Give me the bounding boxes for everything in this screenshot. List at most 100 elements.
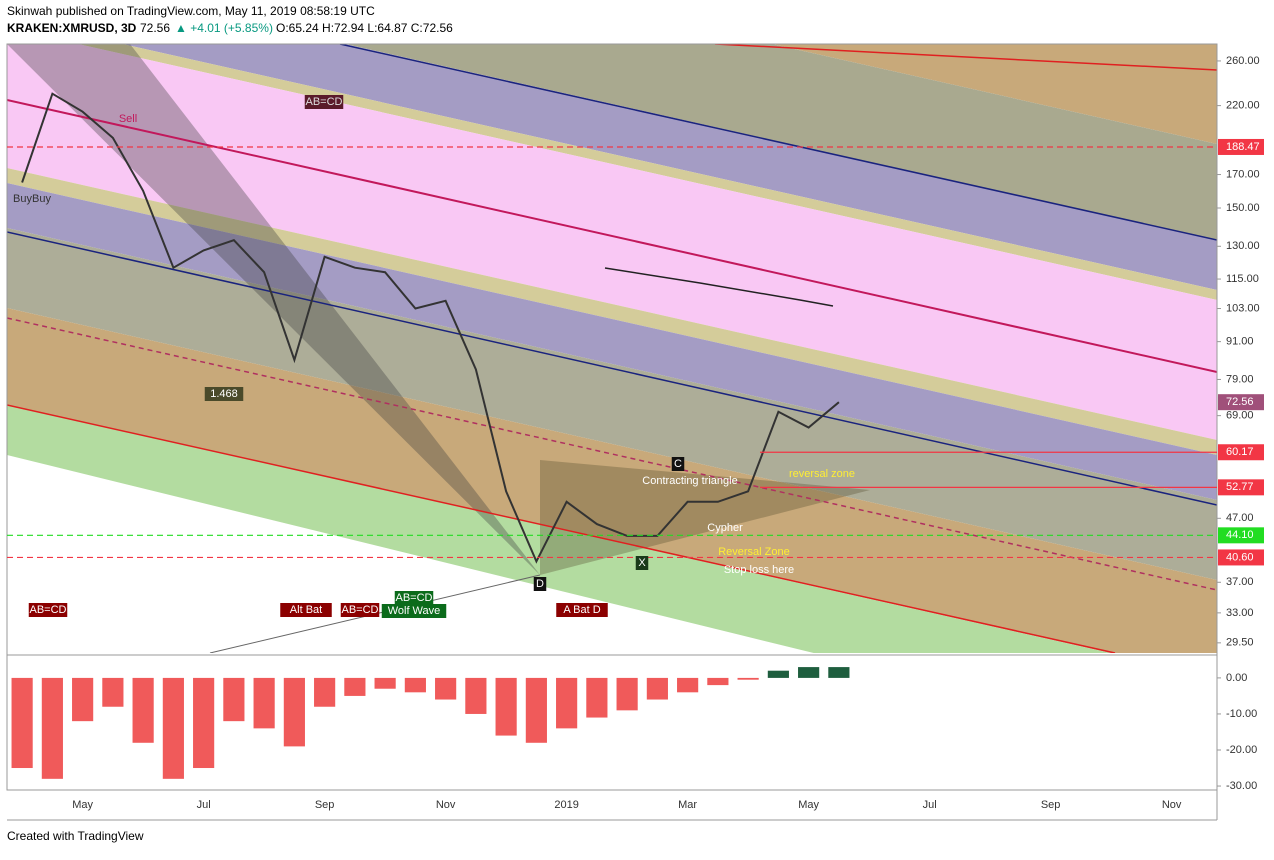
level-tag — [1218, 479, 1264, 496]
band — [7, 183, 1217, 500]
level-tag — [1218, 138, 1264, 155]
annotation: D — [536, 578, 544, 590]
annotation: BuyBuy — [13, 193, 51, 205]
price-line — [21, 92, 840, 564]
annotation: AB=CD — [30, 604, 67, 616]
triangle — [7, 44, 540, 575]
footer: Created with TradingView — [7, 829, 144, 843]
histogram-bar — [586, 677, 608, 718]
histogram-bar — [162, 677, 184, 779]
y-tick-label: 37.00 — [1226, 576, 1254, 588]
y-tick-label: 150.00 — [1226, 202, 1260, 214]
symbol: KRAKEN:XMRUSD, 3D — [7, 21, 137, 35]
level-tag — [1218, 527, 1264, 544]
histogram-bar — [677, 677, 699, 693]
oscillator-pane — [7, 657, 1217, 790]
histogram-bar — [11, 677, 33, 769]
publisher: Skinwah published on TradingView.com, Ma… — [7, 4, 375, 18]
band — [7, 308, 1217, 653]
channel-line — [339, 44, 1217, 241]
x-tick-label: Sep — [1041, 799, 1061, 811]
channels — [7, 44, 1217, 653]
y-tick-label: 47.00 — [1226, 512, 1254, 524]
ma-line — [604, 267, 834, 307]
level-label: 44.10 — [1226, 529, 1254, 541]
annotation: Alt Bat — [290, 604, 322, 616]
y-tick-label: 79.00 — [1226, 373, 1254, 385]
histogram-bar — [556, 677, 578, 729]
histogram-bar — [223, 677, 245, 722]
histogram-bar — [253, 677, 275, 729]
annotation: Contracting triangle — [642, 475, 737, 487]
histogram-bar — [404, 677, 426, 693]
y-tick-label: 130.00 — [1226, 240, 1260, 252]
annotation-box — [381, 604, 447, 618]
histogram-bar — [72, 677, 94, 722]
x-tick-label: Jul — [923, 799, 937, 811]
annotation-box — [635, 556, 649, 570]
channel-line — [7, 404, 1116, 653]
annotation-box — [394, 591, 434, 605]
level-label: 188.47 — [1226, 141, 1260, 153]
annotation-box — [304, 95, 344, 109]
x-tick-label: May — [798, 799, 819, 811]
annotation-box — [556, 603, 608, 617]
last-price: 72.56 — [140, 21, 170, 35]
level-tag — [1218, 394, 1264, 411]
level-tag — [1218, 549, 1264, 566]
histogram-bar — [374, 677, 396, 689]
annotation-box — [340, 603, 380, 617]
ohlc: O:65.24 H:72.94 L:64.87 C:72.56 — [276, 21, 453, 35]
annotation-box — [28, 603, 68, 617]
level-label: 72.56 — [1226, 396, 1254, 408]
annotation: Wolf Wave — [388, 605, 441, 617]
x-tick-label: May — [72, 799, 93, 811]
histogram-bar — [525, 677, 547, 743]
channel-line — [7, 231, 1217, 506]
y-tick-label: 103.00 — [1226, 302, 1260, 314]
y-tick-label: 0.00 — [1226, 672, 1247, 684]
band — [7, 44, 1217, 440]
annotation-box — [533, 577, 547, 591]
y-tick-label: 91.00 — [1226, 336, 1254, 348]
histogram-bar — [707, 677, 729, 686]
histogram-bar — [435, 677, 457, 700]
annotation: X — [638, 557, 646, 569]
annotation-box — [204, 387, 244, 401]
histogram-bar — [465, 677, 487, 714]
channel-line — [7, 99, 1217, 373]
annotation: reversal zone — [789, 468, 855, 480]
x-tick-label: Nov — [1162, 799, 1182, 811]
level-label: 40.60 — [1226, 551, 1254, 563]
histogram-bar — [102, 677, 124, 707]
histogram-bar — [344, 677, 366, 696]
histogram-bar — [41, 677, 63, 779]
histogram-bar — [737, 677, 759, 680]
y-tick-label: -30.00 — [1226, 780, 1257, 792]
annotation-box — [671, 457, 685, 471]
band — [7, 228, 1217, 580]
x-tick-label: Mar — [678, 799, 697, 811]
histogram-bar — [495, 677, 517, 736]
y-tick-label: 170.00 — [1226, 168, 1260, 180]
histogram-bar — [193, 677, 215, 769]
annotation: A Bat D — [563, 604, 600, 616]
price-change: ▲ +4.01 (+5.85%) — [175, 21, 273, 35]
annotation: Stop loss here — [724, 564, 794, 576]
annotation: C — [674, 458, 682, 470]
y-tick-label: 220.00 — [1226, 100, 1260, 112]
histogram-bar — [798, 667, 820, 678]
y-tick-label: -20.00 — [1226, 744, 1257, 756]
histogram-bar — [828, 667, 850, 678]
annotation: Sell — [119, 113, 137, 125]
histogram-bar — [314, 677, 336, 707]
level-tag — [1218, 444, 1264, 461]
annotation: Reversal Zone — [718, 546, 790, 558]
annotation-box — [280, 603, 332, 617]
histogram-bar — [283, 677, 305, 747]
y-tick-label: 29.50 — [1226, 637, 1254, 649]
histogram-bar — [616, 677, 638, 711]
annotation: AB=CD — [342, 604, 379, 616]
